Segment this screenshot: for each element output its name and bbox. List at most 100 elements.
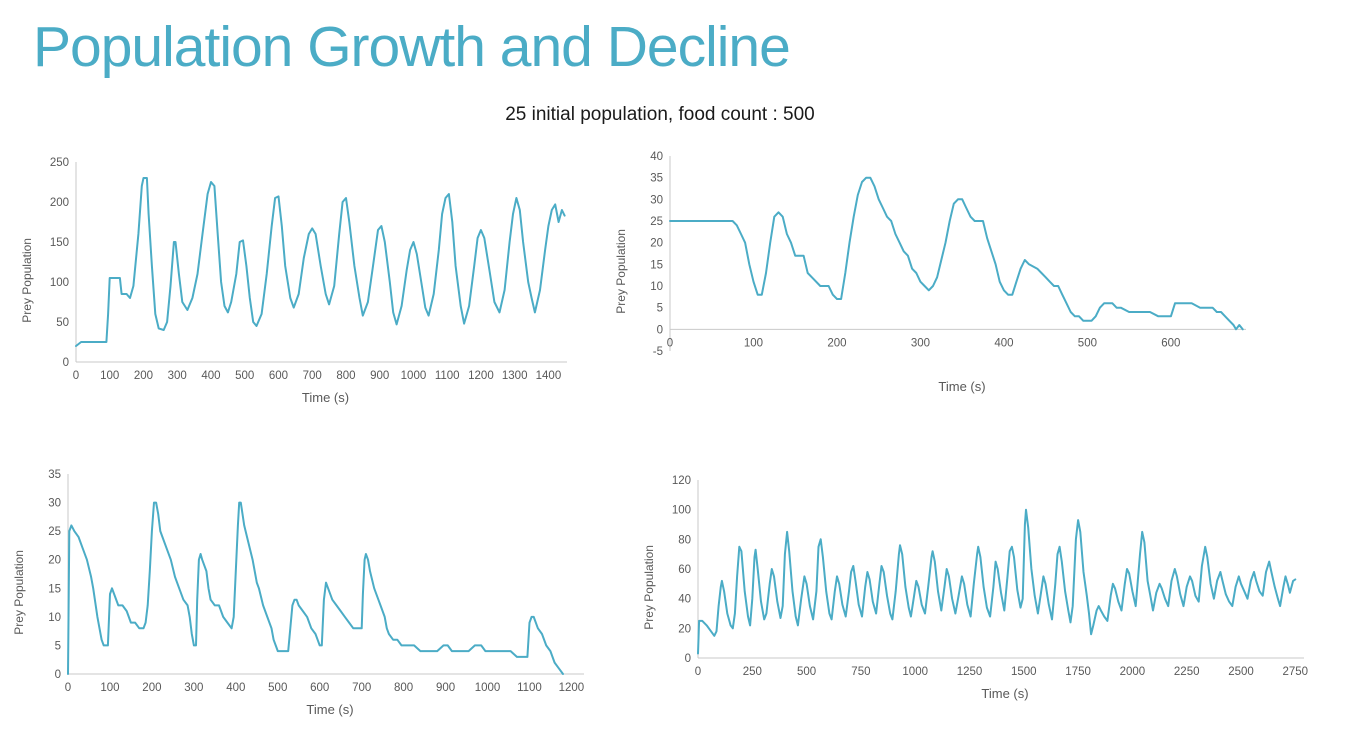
svg-text:35: 35 [650,173,663,185]
svg-text:5: 5 [55,640,61,652]
svg-text:200: 200 [50,197,69,209]
svg-text:1000: 1000 [902,666,928,678]
svg-text:80: 80 [678,534,691,546]
svg-text:30: 30 [650,194,663,206]
chart-plot-bottom-right: 0 20 40 60 80 100 120 0 250 500 750 1000 1250 1500 175… [672,475,1309,678]
svg-text:300: 300 [168,370,187,382]
svg-text:40: 40 [650,151,663,163]
x-axis-label: Time (s) [938,379,986,394]
svg-text:200: 200 [827,337,846,349]
chart-bottom-right: Prey Population 0 20 40 60 80 100 120 0 250 500 75… [640,468,1318,706]
y-axis-label: Prey Population [640,468,658,706]
svg-text:1000: 1000 [401,370,427,382]
svg-text:500: 500 [1078,337,1097,349]
svg-text:15: 15 [650,259,663,271]
svg-text:300: 300 [184,682,203,694]
svg-text:2500: 2500 [1228,666,1254,678]
chart-top-right: Prey Population -5 0 5 10 15 20 25 30 35 40 0 100 20… [612,144,1260,399]
svg-text:1500: 1500 [1011,666,1037,678]
svg-text:5: 5 [657,303,663,315]
svg-text:750: 750 [851,666,870,678]
svg-text:900: 900 [370,370,389,382]
svg-text:35: 35 [48,469,61,481]
svg-text:500: 500 [235,370,254,382]
svg-text:0: 0 [685,653,691,665]
svg-text:100: 100 [672,505,691,517]
svg-text:800: 800 [394,682,413,694]
svg-text:10: 10 [650,281,663,293]
svg-text:20: 20 [678,623,691,635]
svg-text:150: 150 [50,237,69,249]
svg-text:100: 100 [50,277,69,289]
svg-text:500: 500 [797,666,816,678]
svg-text:1250: 1250 [957,666,983,678]
svg-text:20: 20 [650,238,663,250]
svg-text:100: 100 [100,370,119,382]
svg-text:2250: 2250 [1174,666,1200,678]
y-axis-label: Prey Population [10,462,28,722]
svg-text:10: 10 [48,612,61,624]
x-axis-label: Time (s) [301,390,350,405]
svg-text:600: 600 [269,370,288,382]
svg-text:250: 250 [50,157,69,169]
svg-text:50: 50 [56,317,69,329]
chart-top-left: Prey Population 0 50 100 150 200 250 0 100 200 30… [18,150,581,410]
svg-text:-5: -5 [653,346,663,358]
svg-text:2750: 2750 [1283,666,1309,678]
svg-text:800: 800 [336,370,355,382]
svg-text:700: 700 [352,682,371,694]
y-axis-label-text: Prey Population [614,229,628,314]
svg-text:2000: 2000 [1120,666,1146,678]
svg-text:0: 0 [695,666,701,678]
y-axis-label-text: Prey Population [20,237,34,323]
svg-text:1200: 1200 [559,682,585,694]
svg-text:600: 600 [310,682,329,694]
x-axis-label: Time (s) [306,702,354,717]
svg-text:500: 500 [268,682,287,694]
svg-text:1000: 1000 [475,682,501,694]
subtitle: 25 initial population, food count : 500 [505,104,815,125]
svg-text:0: 0 [667,337,673,349]
svg-text:200: 200 [134,370,153,382]
svg-text:0: 0 [73,370,79,382]
svg-text:30: 30 [48,498,61,510]
svg-text:100: 100 [100,682,119,694]
svg-text:120: 120 [672,475,691,487]
chart-plot-top-left: 0 50 100 150 200 250 0 100 200 300 400 500 600 700 800… [50,157,567,382]
page-title: Population Growth and Decline [33,15,791,79]
svg-text:100: 100 [744,337,763,349]
svg-text:25: 25 [48,526,61,538]
svg-text:400: 400 [994,337,1013,349]
svg-text:0: 0 [657,324,663,336]
svg-text:20: 20 [48,555,61,567]
svg-text:900: 900 [436,682,455,694]
svg-text:40: 40 [678,594,691,606]
svg-text:700: 700 [303,370,322,382]
svg-text:300: 300 [911,337,930,349]
svg-text:400: 400 [201,370,220,382]
y-axis-label-text: Prey Population [642,544,656,630]
svg-text:15: 15 [48,583,61,595]
svg-text:1100: 1100 [517,682,542,694]
y-axis-label: Prey Population [18,150,36,410]
chart-bottom-left: Prey Population 0 5 10 15 20 25 30 35 0 100 200 300… [10,462,598,722]
svg-text:1200: 1200 [468,370,494,382]
svg-text:0: 0 [55,669,61,681]
svg-text:25: 25 [650,216,663,228]
svg-text:200: 200 [142,682,161,694]
svg-text:0: 0 [63,357,69,369]
y-axis-label-text: Prey Population [12,549,26,635]
svg-text:1400: 1400 [536,370,562,382]
x-axis-label: Time (s) [981,686,1029,701]
svg-text:1750: 1750 [1065,666,1091,678]
svg-text:400: 400 [226,682,245,694]
svg-text:1100: 1100 [435,370,460,382]
svg-text:60: 60 [678,564,691,576]
svg-text:250: 250 [743,666,762,678]
y-axis-label: Prey Population [612,144,630,399]
svg-text:0: 0 [65,682,71,694]
chart-plot-bottom-left: 0 5 10 15 20 25 30 35 0 100 200 300 400 500 600 700 800 9… [48,469,585,694]
svg-text:1300: 1300 [502,370,528,382]
